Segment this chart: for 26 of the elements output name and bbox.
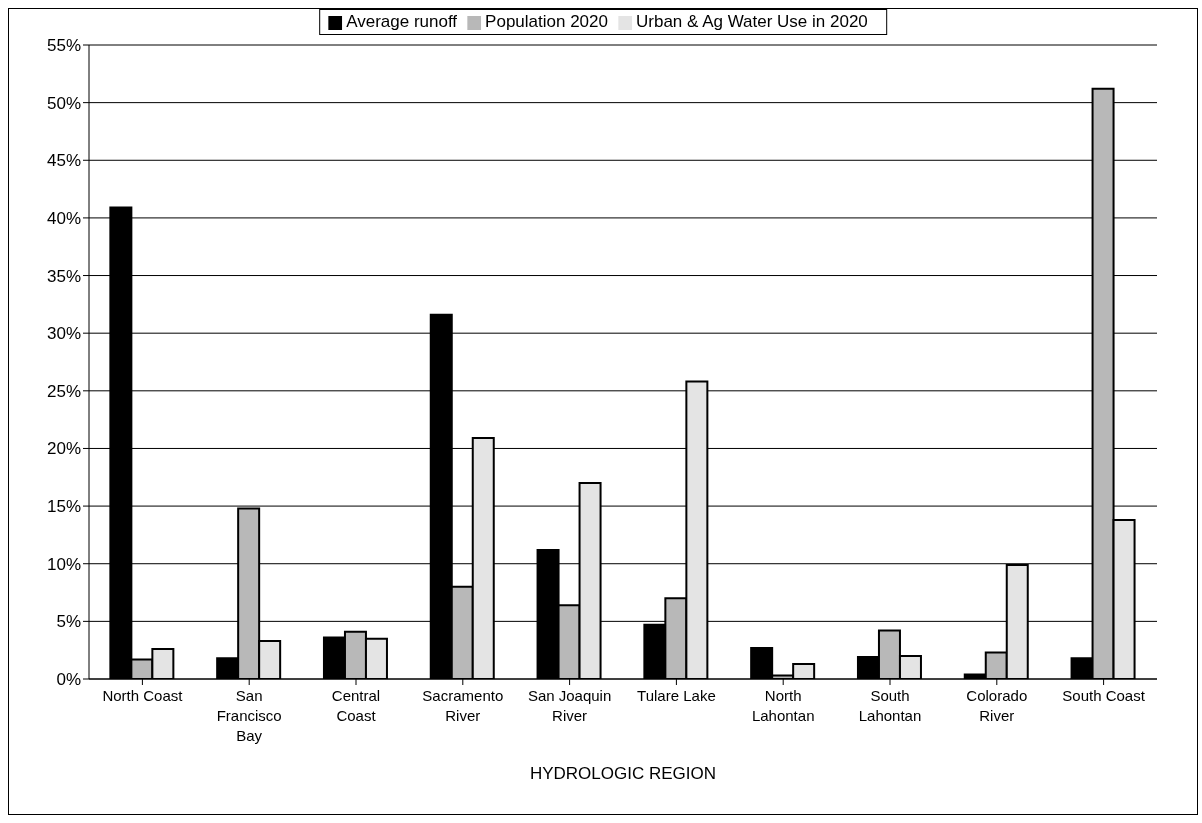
y-tick-label: 30% — [46, 324, 81, 344]
x-tick-label: Sacramento River — [422, 687, 504, 724]
y-tick-label: 45% — [46, 151, 81, 171]
y-tick-label: 5% — [56, 612, 81, 632]
y-tick-label: 55% — [46, 36, 81, 56]
x-tick-label: North Coast — [102, 687, 184, 704]
x-tick-label: San Joaquin River — [527, 687, 612, 724]
legend-label: Population 2020 — [485, 12, 608, 31]
y-tick-label: 25% — [46, 381, 81, 401]
y-tick-label: 0% — [56, 670, 81, 690]
y-tick-label: 40% — [46, 208, 81, 228]
x-tick-label: Tulare Lake — [637, 687, 716, 704]
y-tick-label: 15% — [46, 497, 81, 517]
legend-label: Urban & Ag Water Use in 2020 — [635, 12, 868, 31]
x-tick-label: Colorado River — [966, 687, 1028, 724]
y-tick-label: 10% — [46, 554, 81, 574]
x-tick-label: Central Coast — [331, 687, 381, 724]
y-tick-label: 35% — [46, 266, 81, 286]
y-tick-label: 50% — [46, 93, 81, 113]
x-axis-title: HYDROLOGIC REGION — [528, 764, 718, 784]
y-tick-label: 20% — [46, 439, 81, 459]
x-tick-label: South Coast — [1062, 687, 1146, 704]
x-tick-label: San Francisco Bay — [216, 687, 282, 744]
x-tick-label: North Lahontan — [751, 687, 815, 724]
x-tick-label: South Lahontan — [858, 687, 922, 724]
legend-label: Average runoff — [346, 12, 458, 31]
